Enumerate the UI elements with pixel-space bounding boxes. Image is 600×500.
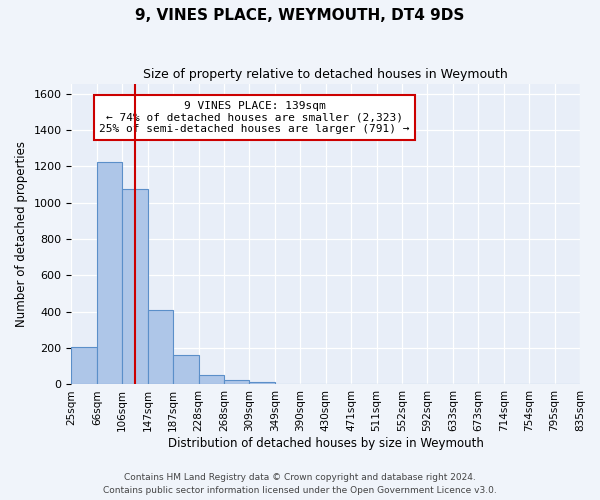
Text: Contains HM Land Registry data © Crown copyright and database right 2024.
Contai: Contains HM Land Registry data © Crown c… — [103, 473, 497, 495]
Bar — [173, 356, 199, 384]
X-axis label: Distribution of detached houses by size in Weymouth: Distribution of detached houses by size … — [168, 437, 484, 450]
Bar — [122, 189, 148, 384]
Bar — [224, 380, 250, 384]
Text: 9 VINES PLACE: 139sqm
← 74% of detached houses are smaller (2,323)
25% of semi-d: 9 VINES PLACE: 139sqm ← 74% of detached … — [99, 101, 410, 134]
Bar — [199, 376, 224, 384]
Bar — [148, 310, 173, 384]
Y-axis label: Number of detached properties: Number of detached properties — [15, 142, 28, 328]
Text: 9, VINES PLACE, WEYMOUTH, DT4 9DS: 9, VINES PLACE, WEYMOUTH, DT4 9DS — [136, 8, 464, 22]
Title: Size of property relative to detached houses in Weymouth: Size of property relative to detached ho… — [143, 68, 508, 80]
Bar — [250, 382, 275, 384]
Bar — [97, 162, 122, 384]
Bar — [71, 347, 97, 385]
